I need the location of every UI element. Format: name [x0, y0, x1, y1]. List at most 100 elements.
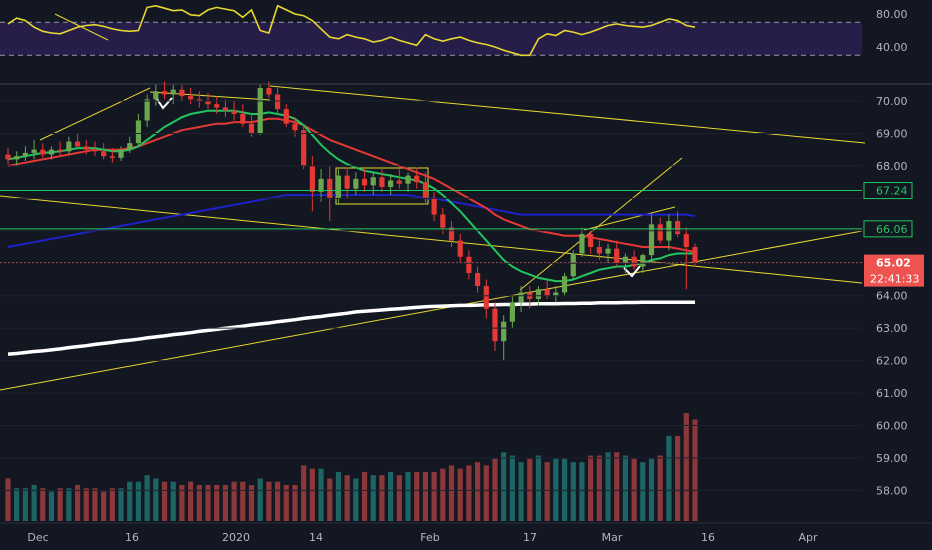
volume-bar [370, 475, 376, 521]
candle-body [535, 289, 542, 299]
candle-body [283, 109, 289, 124]
volume-bar [205, 485, 211, 521]
x-tick-label: 14 [309, 531, 323, 544]
volume-bar [570, 462, 576, 521]
volume-bar [683, 413, 689, 521]
volume-bar [361, 471, 368, 521]
candle-body [292, 123, 298, 131]
volume-bar [170, 481, 176, 521]
candle-body [570, 253, 576, 277]
volume-bar [92, 488, 98, 521]
volume-bar [353, 478, 359, 521]
candle-body [440, 214, 446, 228]
candle-body [161, 91, 168, 95]
candle-body [561, 276, 568, 293]
candle-body [588, 234, 594, 248]
candle-body [579, 234, 585, 254]
candle-body [405, 175, 411, 184]
candle-body [448, 227, 455, 241]
volume-bar [5, 478, 11, 521]
y-tick-label: 62.00 [876, 355, 908, 368]
y-tick-label: 63.00 [876, 322, 908, 335]
volume-bar [414, 471, 420, 521]
y-tick-label: 64.00 [876, 290, 908, 303]
volume-bar [692, 419, 698, 521]
candle-body [370, 177, 376, 186]
volume-bar [622, 455, 629, 521]
trendline [519, 157, 683, 291]
volume-bar [83, 488, 89, 521]
candle-body [335, 175, 342, 199]
volume-bar [335, 471, 342, 521]
volume-bar [22, 488, 28, 521]
candle-body [31, 149, 37, 153]
volume-bar [344, 475, 350, 521]
volume-bar [405, 471, 411, 521]
ma-line-slow [7, 194, 696, 248]
candle-body [361, 178, 368, 186]
volume-bar [605, 452, 611, 521]
volume-bar [257, 478, 263, 521]
volume-bar [31, 485, 37, 521]
trendline [0, 230, 863, 391]
last-price-label: 65.02 [876, 257, 911, 270]
level-tag [863, 182, 913, 200]
level-label: 67.24 [876, 185, 908, 198]
volume-bar [274, 481, 281, 521]
volume-bar [301, 465, 307, 521]
y-tick-label: 60.00 [876, 420, 908, 433]
candle-body [474, 272, 481, 286]
volume-bar [144, 475, 150, 521]
candle-body [596, 247, 602, 254]
volume-bar [222, 485, 229, 521]
candle-body [396, 180, 402, 184]
candle-body [327, 178, 333, 199]
volume-bar [318, 468, 324, 521]
x-tick-label: Apr [798, 531, 818, 544]
candle-body [48, 149, 55, 155]
volume-bar [440, 468, 446, 521]
candle-body [518, 292, 524, 303]
candle-body [492, 308, 498, 342]
candle-body [544, 289, 550, 296]
ma-line-long [7, 300, 695, 356]
candle-body [501, 321, 507, 342]
candle-body [631, 256, 637, 267]
candle-body [344, 175, 350, 189]
candle-body [205, 101, 211, 105]
candle-body [240, 113, 246, 124]
candle-body [640, 255, 646, 267]
candle-body [318, 178, 324, 192]
volume-bar [40, 488, 46, 521]
x-tick-label: Mar [602, 531, 623, 544]
level-label: 66.06 [876, 223, 908, 236]
candle-body [248, 123, 255, 134]
volume-bar [127, 481, 133, 521]
candle-body [309, 165, 315, 192]
trendline [583, 206, 676, 231]
candle-body [83, 146, 89, 150]
candle-body [40, 149, 46, 155]
volume-bar [640, 462, 646, 521]
x-tick-label: Dec [27, 531, 48, 544]
volume-bar [466, 465, 472, 521]
trendline [0, 195, 863, 284]
volume-bar [448, 465, 455, 521]
candle-body [66, 141, 72, 152]
candle-body [675, 221, 681, 235]
volume-bar [535, 455, 542, 521]
price-levels: 67.24 66.06 65.02 22:41:33 [0, 182, 924, 287]
last-price-tag [864, 254, 924, 287]
volume-bar [153, 478, 159, 521]
x-tick-label: Feb [420, 531, 439, 544]
candle-body [266, 88, 272, 95]
level-tag [863, 220, 913, 238]
volume-bar [579, 462, 585, 521]
volume-bar [396, 475, 402, 521]
volume-bar [666, 435, 672, 521]
volume-bar [483, 465, 489, 521]
candle-body [222, 107, 229, 111]
